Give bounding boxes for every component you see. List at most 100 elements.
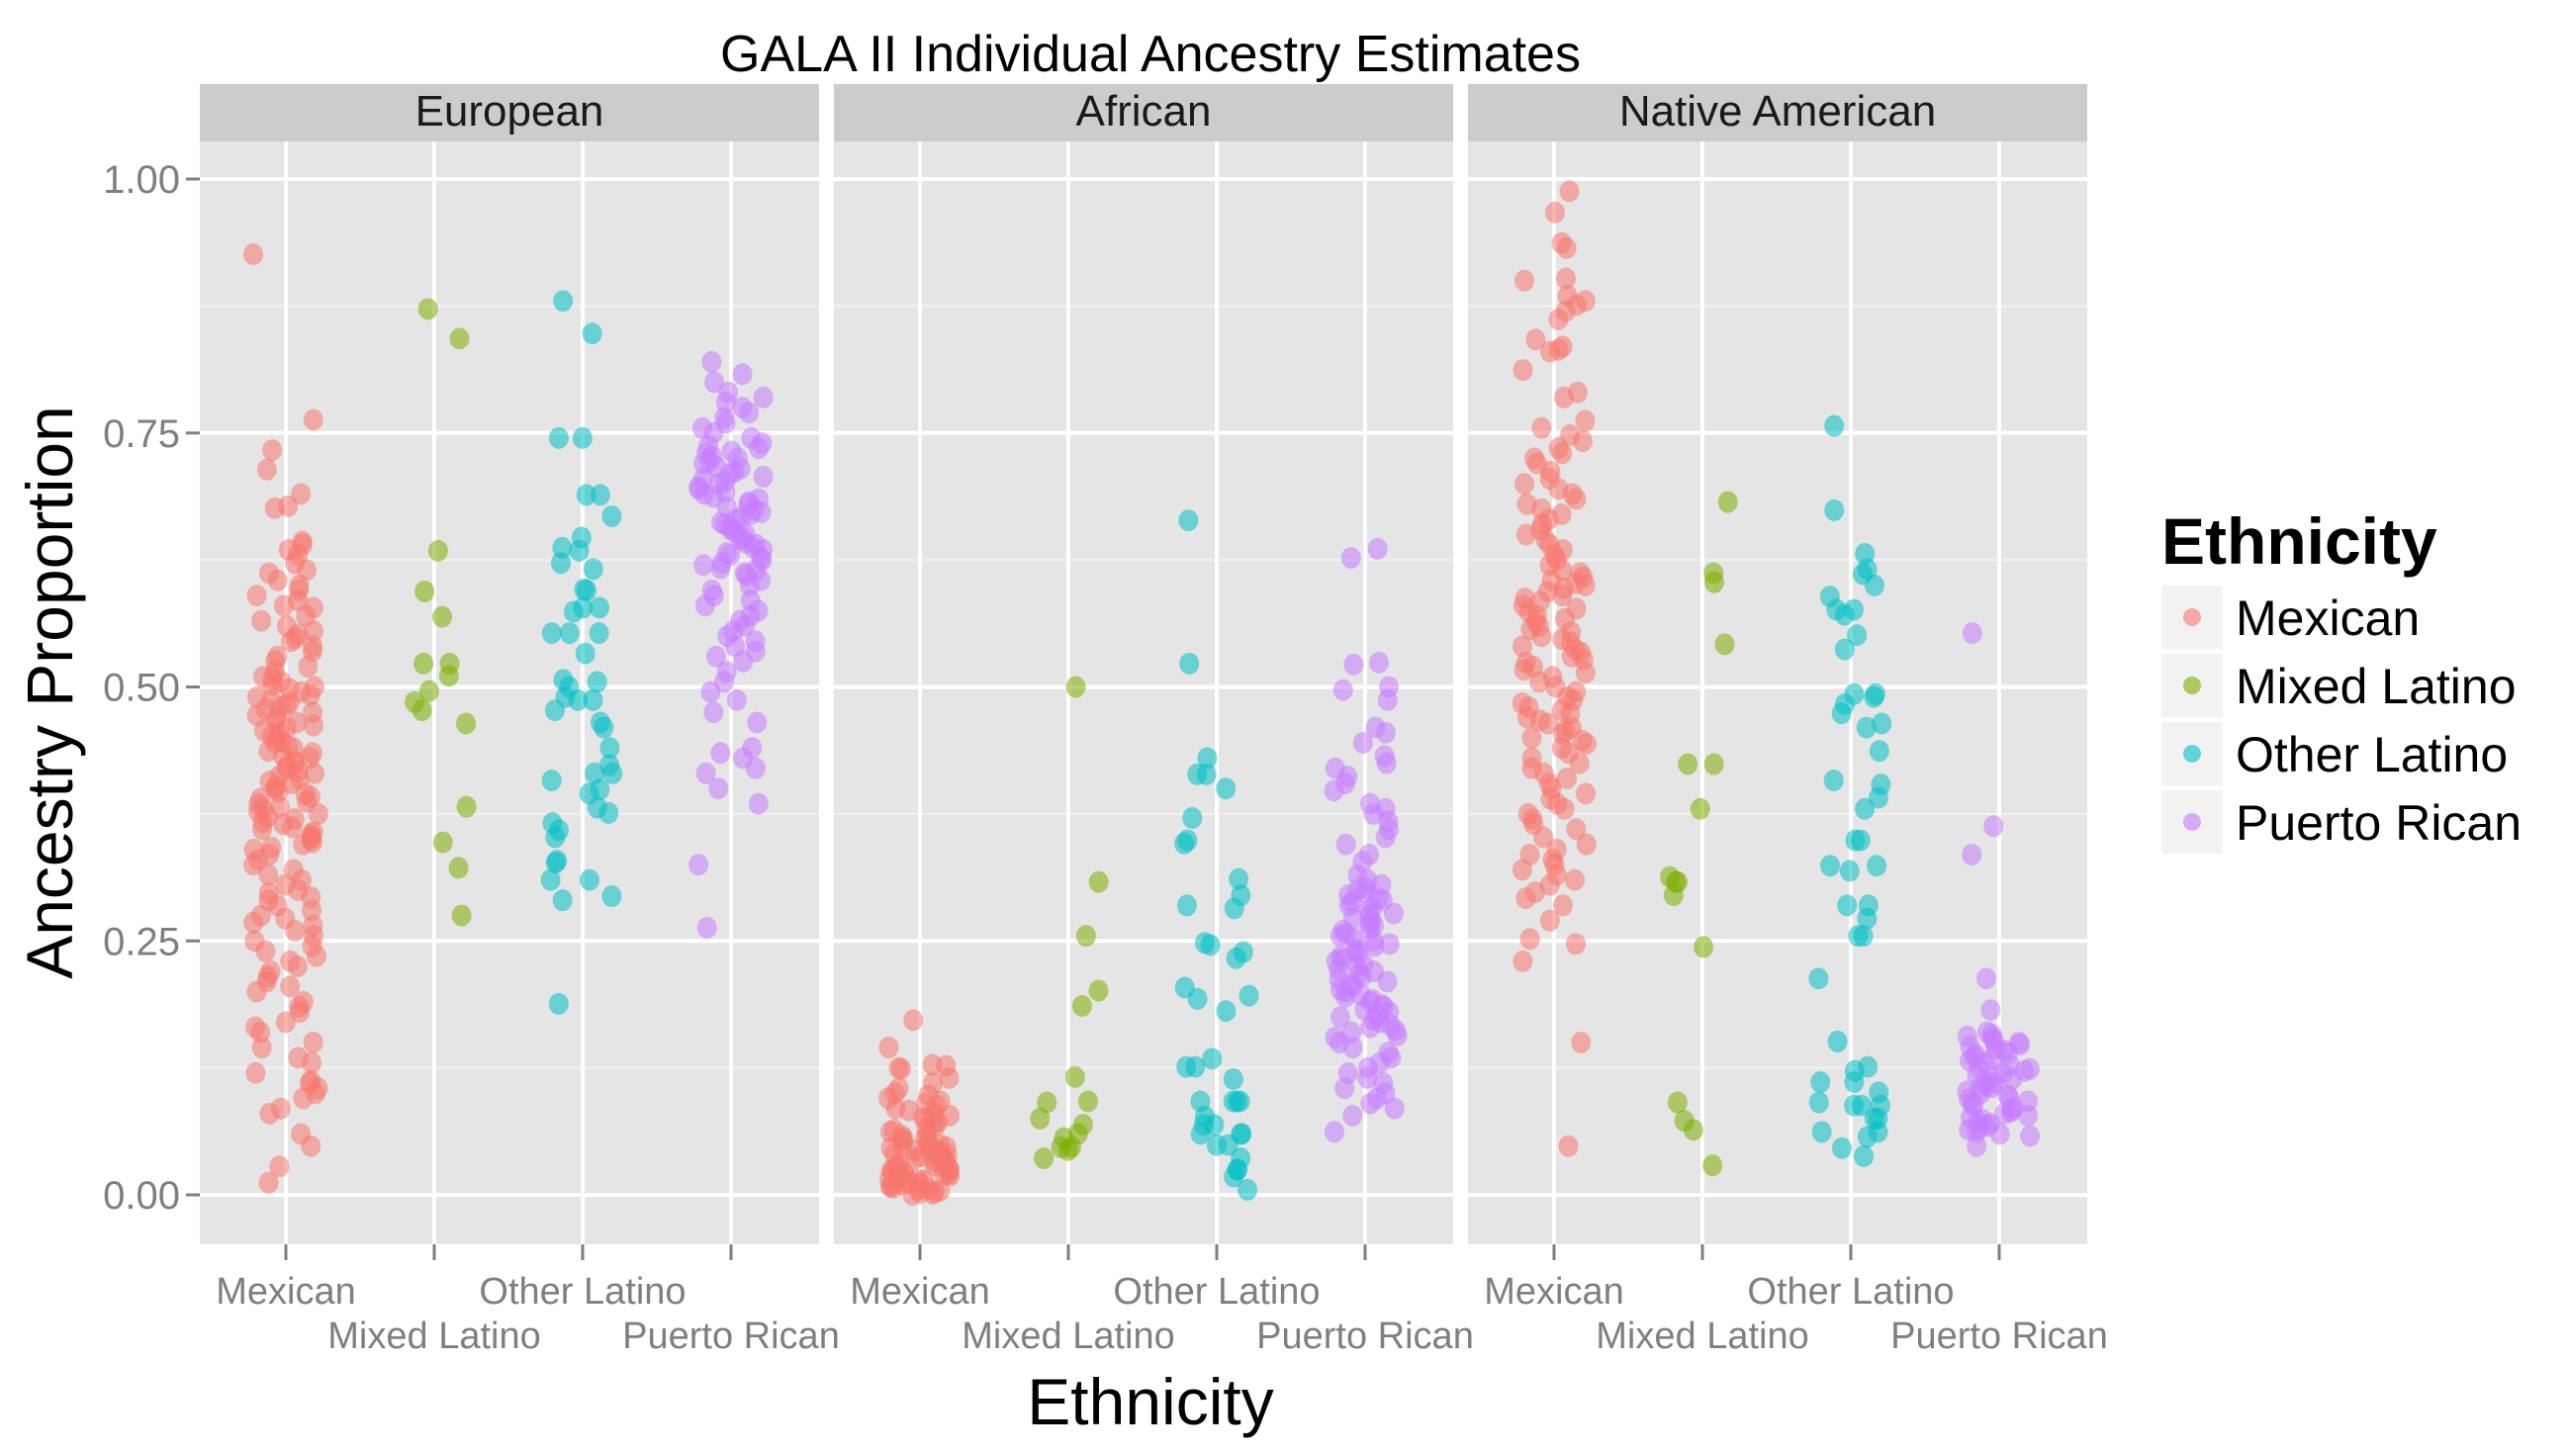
data-point bbox=[1057, 1138, 1078, 1161]
data-point bbox=[1559, 180, 1580, 203]
legend-swatch bbox=[2183, 813, 2201, 831]
data-point bbox=[753, 386, 774, 409]
data-point bbox=[1663, 884, 1684, 907]
data-point bbox=[1330, 1006, 1350, 1029]
data-point bbox=[456, 795, 477, 818]
data-point bbox=[1529, 671, 1550, 693]
data-point bbox=[304, 714, 324, 737]
data-point bbox=[301, 1135, 321, 1157]
data-point bbox=[1525, 328, 1546, 351]
data-point bbox=[280, 975, 301, 998]
data-point bbox=[548, 992, 569, 1015]
data-point bbox=[1980, 999, 2001, 1022]
data-point bbox=[2018, 1104, 2039, 1127]
data-point bbox=[1575, 410, 1596, 432]
data-point bbox=[1683, 1119, 1703, 1141]
x-tick-label: Other Latino bbox=[1113, 1271, 1320, 1313]
data-point bbox=[708, 777, 729, 800]
data-point bbox=[293, 1087, 314, 1110]
data-point bbox=[1831, 702, 1852, 725]
data-point bbox=[258, 864, 279, 886]
data-point bbox=[939, 1066, 960, 1089]
x-tick-label: Mexican bbox=[1484, 1271, 1624, 1313]
legend-label: Mixed Latino bbox=[2236, 659, 2517, 714]
data-point bbox=[1844, 1071, 1865, 1094]
data-point bbox=[418, 680, 439, 702]
data-point bbox=[587, 671, 607, 693]
data-point bbox=[1994, 1102, 2015, 1125]
data-point bbox=[1190, 1123, 1211, 1145]
data-point bbox=[545, 826, 566, 849]
facet-strip-label: Native American bbox=[1619, 87, 1936, 136]
data-point bbox=[1569, 752, 1590, 774]
legend-label: Other Latino bbox=[2236, 727, 2508, 782]
data-point bbox=[1857, 907, 1878, 930]
data-point bbox=[1576, 782, 1597, 805]
chart-title: GALA II Individual Ancestry Estimates bbox=[720, 26, 1581, 83]
data-point bbox=[245, 1061, 266, 1084]
y-tick-label: 0.75 bbox=[103, 412, 180, 456]
data-point bbox=[548, 426, 569, 449]
data-point bbox=[1811, 1121, 1832, 1143]
data-point bbox=[1512, 635, 1532, 658]
data-point bbox=[285, 919, 306, 942]
data-point bbox=[282, 816, 303, 839]
data-point bbox=[541, 622, 562, 645]
data-point bbox=[438, 665, 459, 687]
data-point bbox=[1174, 832, 1195, 855]
data-point bbox=[1872, 712, 1892, 735]
data-point bbox=[300, 683, 321, 706]
data-point bbox=[1544, 201, 1565, 224]
data-point bbox=[1827, 1030, 1848, 1052]
data-point bbox=[1844, 1094, 1865, 1117]
data-point bbox=[594, 716, 614, 739]
data-point bbox=[259, 1102, 280, 1125]
data-point bbox=[704, 371, 725, 394]
data-point bbox=[1077, 1090, 1098, 1113]
data-point bbox=[1566, 488, 1587, 510]
data-point bbox=[923, 1182, 944, 1205]
point-group-mixed-latino bbox=[1030, 676, 1109, 1170]
data-point bbox=[1377, 688, 1398, 711]
data-point bbox=[940, 1164, 961, 1187]
x-tick-label: Other Latino bbox=[1747, 1271, 1954, 1313]
data-point bbox=[1377, 970, 1398, 993]
data-point bbox=[1855, 797, 1876, 820]
data-point bbox=[281, 630, 302, 653]
data-point bbox=[552, 889, 573, 912]
data-point bbox=[1554, 386, 1575, 409]
data-point bbox=[243, 911, 264, 934]
data-point bbox=[1342, 1037, 1363, 1059]
data-point bbox=[1178, 509, 1199, 532]
data-point bbox=[1238, 984, 1259, 1007]
data-point bbox=[1554, 797, 1575, 820]
data-point bbox=[1375, 826, 1396, 849]
data-point bbox=[599, 737, 620, 760]
legend-swatch bbox=[2183, 608, 2201, 626]
data-point bbox=[1850, 829, 1871, 852]
point-group-mexican bbox=[1512, 180, 1597, 1157]
x-tick-label: Mexican bbox=[850, 1271, 990, 1313]
data-point bbox=[1576, 833, 1597, 856]
data-point bbox=[1512, 859, 1532, 881]
data-point bbox=[1824, 414, 1845, 437]
y-tick-label: 0.25 bbox=[103, 920, 180, 963]
data-point bbox=[251, 609, 272, 632]
data-point bbox=[601, 504, 622, 527]
data-point bbox=[710, 742, 731, 765]
data-point bbox=[545, 852, 566, 874]
data-point bbox=[544, 699, 565, 722]
data-point bbox=[739, 402, 760, 424]
x-axis-title: Ethnicity bbox=[1027, 1365, 1273, 1438]
data-point bbox=[1223, 1067, 1243, 1090]
data-point bbox=[1185, 1055, 1206, 1078]
data-point bbox=[1556, 767, 1577, 789]
data-point bbox=[256, 458, 277, 481]
data-point bbox=[1976, 967, 1997, 990]
data-point bbox=[1667, 1091, 1688, 1114]
data-point bbox=[1576, 733, 1597, 756]
data-point bbox=[1187, 763, 1208, 785]
data-point bbox=[890, 1057, 911, 1080]
data-point bbox=[303, 409, 323, 431]
data-point bbox=[1335, 833, 1356, 856]
